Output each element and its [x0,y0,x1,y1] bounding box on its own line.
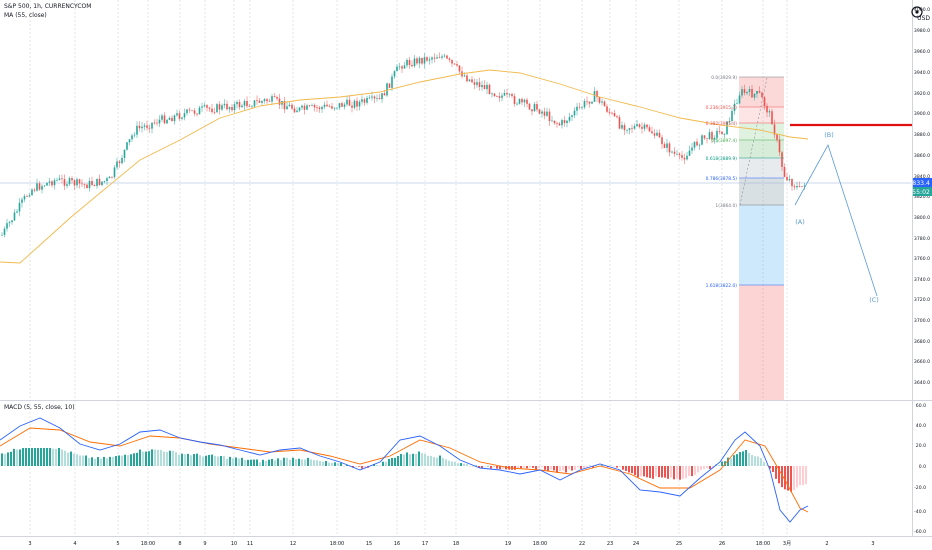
time-axis-tick: 17 [422,541,428,547]
time-axis-tick: 12 [290,541,296,547]
time-axis-tick: 18:00 [533,541,547,547]
ma-indicator-title[interactable]: MA (55, close) [4,12,47,19]
price-axis-tick: 3640.0 [914,380,930,386]
price-axis-tick: 3920.0 [914,91,930,97]
fib-level-label: 0.5(3897.4) [711,138,737,144]
price-axis-tick: 3720.0 [914,297,930,303]
bar-countdown: 55:02 [912,189,930,196]
price-axis-tick: 3800.0 [914,215,930,221]
time-axis-tick: 16 [394,541,400,547]
price-axis-tick: 3880.0 [914,132,930,138]
price-axis-tick: 3700.0 [914,318,930,324]
time-axis[interactable]: 3 4 5 18:00 8 9 10 11 12 18:00 15 16 17 18 19 18:00 22 23… [28,541,874,547]
macd-axis-tick: 20.0 [916,443,926,449]
price-axis[interactable]: 4000.03980.03960.03940.03920.03900.03880… [914,7,930,386]
elliott-wave-label: (B) [824,131,834,139]
candlestick-series [1,52,806,238]
time-axis-tick: 23 [607,541,613,547]
elliott-wave-path[interactable] [794,143,878,297]
fib-level-label: 0.786(3878.5) [706,176,738,182]
time-axis-tick: 18:00 [756,541,770,547]
price-axis-tick: 3840.0 [914,174,930,180]
countdown-tag [913,187,932,196]
time-axis-tick: 5 [116,541,119,547]
tradingview-logo-icon [911,6,923,18]
macd-histogram [1,448,807,492]
fib-level-label: 0.382(3905.4) [706,121,738,127]
price-axis-tick: 3660.0 [914,359,930,365]
price-axis-tick: 3780.0 [914,236,930,242]
fibonacci-retracement[interactable] [739,76,784,400]
fibonacci-level-labels: 0.0(3929.9) 0.236(3915.3) 0.382(3905.4) 0.5… [706,75,738,289]
price-axis-tick: 3740.0 [914,277,930,283]
time-axis-tick: 10 [231,541,237,547]
time-axis-tick: 19 [505,541,511,547]
macd-line [0,417,809,523]
time-axis-tick: 18 [453,541,459,547]
fib-level-label: 1(3864.0) [715,203,737,209]
price-axis-tick: 3820.0 [914,194,930,200]
moving-average-line [0,69,809,264]
fib-level-label: 0.0(3929.9) [711,75,737,81]
time-axis-tick: 2 [825,541,828,547]
price-axis-tick: 3860.0 [914,153,930,159]
price-axis-tick: 3940.0 [914,70,930,76]
time-axis-tick: 22 [579,541,585,547]
time-axis-tick: 3 [28,541,31,547]
macd-axis-tick: 60.0 [916,403,926,409]
price-axis-tick: 3900.0 [914,111,930,117]
time-axis-tick: 8 [178,541,181,547]
elliott-wave-label: (C) [869,296,879,304]
fib-level-label: 1.618(3822.0) [706,283,738,289]
time-axis-tick: 9 [203,541,206,547]
time-axis-tick: 3 [871,541,874,547]
time-axis-tick: 18:00 [141,541,155,547]
time-axis-tick: 18:00 [330,541,344,547]
macd-axis[interactable]: 60.0 40.0 20.0 0.0 -20.0 -40.0 -60.0 [914,403,926,535]
fib-level-label: 0.618(3889.9) [706,156,738,162]
symbol-title[interactable]: S&P 500, 1h, CURRENCYCOM [4,3,92,10]
price-axis-tick: 3960.0 [914,49,930,55]
time-axis-tick: 24 [633,541,639,547]
macd-axis-tick: -60.0 [914,529,926,535]
price-axis-tick: 3680.0 [914,339,930,345]
price-axis-tick: 3760.0 [914,256,930,262]
vertical-gridlines [29,0,788,536]
time-axis-tick: 3月 [783,541,791,547]
last-price-value: 3833.4 [908,180,930,187]
time-axis-tick: 4 [73,541,76,547]
macd-axis-tick: 0.0 [919,464,926,470]
time-axis-tick: 26 [719,541,725,547]
time-axis-tick: 15 [366,541,372,547]
time-axis-tick: 25 [676,541,682,547]
time-axis-tick: 11 [247,541,253,547]
currency-label: USD [917,15,930,22]
macd-axis-tick: 40.0 [916,423,926,429]
last-price-tag [913,178,932,187]
elliott-wave-label: (A) [795,218,805,226]
macd-indicator-title[interactable]: MACD (5, 55, close, 10) [4,404,75,411]
elliott-wave-labels: (A) (B) (C) [795,131,879,304]
macd-axis-tick: -20.0 [914,485,926,491]
macd-axis-tick: -40.0 [914,509,926,515]
fib-level-label: 0.236(3915.3) [706,105,738,111]
price-axis-tick: 3980.0 [914,28,930,34]
